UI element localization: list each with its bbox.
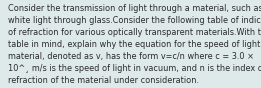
Text: refraction of the material under consideration.: refraction of the material under conside… (8, 76, 199, 85)
Text: white light through glass.Consider the following table of indices: white light through glass.Consider the f… (8, 16, 261, 25)
Text: table in mind, explain why the equation for the speed of light in a: table in mind, explain why the equation … (8, 40, 261, 49)
Text: Consider the transmission of light through a material, such as: Consider the transmission of light throu… (8, 4, 261, 12)
Text: 10^¸ m/s is the speed of light in vacuum, and n is the index of: 10^¸ m/s is the speed of light in vacuum… (8, 64, 261, 73)
Text: of refraction for various optically transparent materials.With this: of refraction for various optically tran… (8, 28, 261, 37)
Text: material, denoted as v, has the form v=c/n where c = 3.0 ×: material, denoted as v, has the form v=c… (8, 52, 254, 61)
